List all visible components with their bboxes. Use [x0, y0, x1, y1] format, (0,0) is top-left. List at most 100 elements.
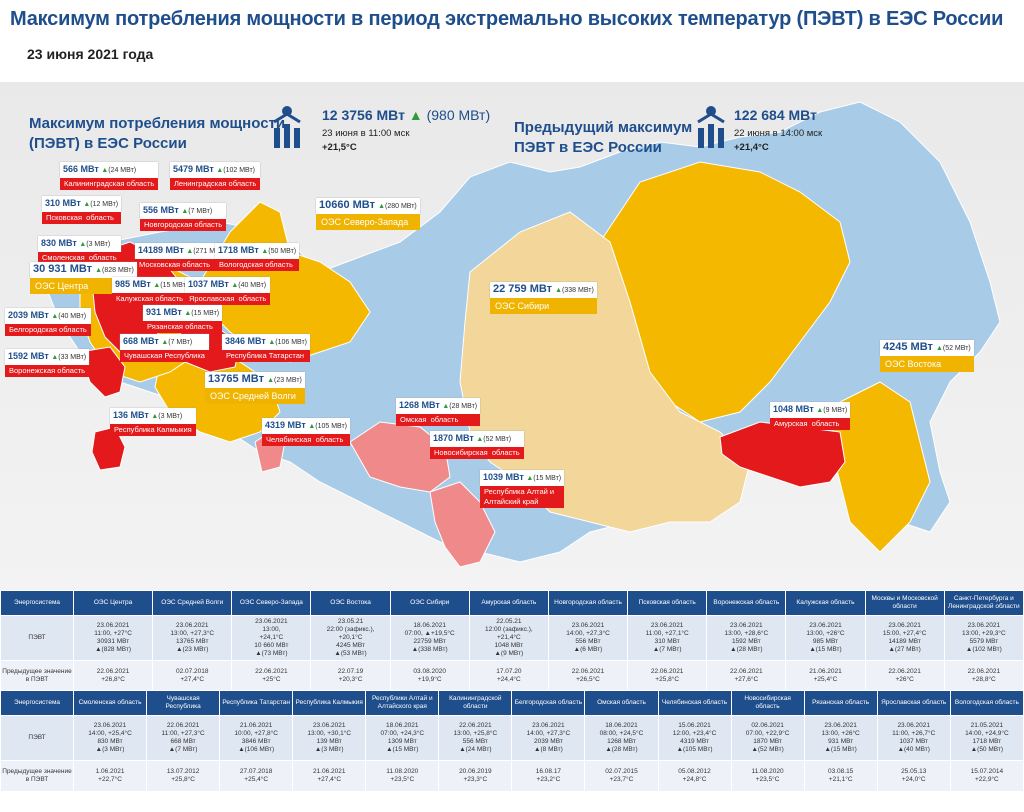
callout-value-line: 1037 МВт ▲(40 МВт) — [185, 277, 271, 293]
callout-value-line: 136 МВт ▲(3 МВт) — [110, 408, 196, 424]
callout-value-line: 668 МВт ▲(7 МВт) — [120, 334, 209, 350]
table-cell: 23.05.21 22:00 (зафикс.), +20,1°C 4245 М… — [310, 615, 391, 661]
callout-increase: (52 МВт) — [942, 345, 971, 352]
table-cell: 18.06.2021 07:00, ▲+19,5°C 22759 МВт ▲(3… — [389, 615, 470, 661]
callout-value-line: 13765 МВт ▲(23 МВт) — [205, 372, 305, 388]
triangle-up-icon: ▲ — [231, 282, 239, 289]
current-max-value-line: 12 3756 МВт ▲ (980 МВт) — [322, 107, 490, 123]
triangle-up-icon: ▲ — [51, 313, 59, 320]
table-cell: Смоленская область — [72, 690, 148, 716]
power-tower-icon — [273, 106, 301, 148]
callout-value: 1268 МВт — [399, 400, 443, 410]
callout-increase: (33 МВт) — [58, 354, 87, 361]
table-cell: Псковская область — [627, 590, 708, 616]
callout-label: Воронежская область — [5, 365, 90, 377]
table-cell: 22.06.2021 +25°C — [231, 660, 312, 692]
triangle-up-icon: ▲ — [161, 339, 169, 346]
callout-value-line: 985 МВт ▲(15 МВт) — [112, 277, 192, 293]
callout-value-line: 4245 МВт ▲(52 МВт) — [880, 340, 974, 356]
callout-increase: (102 МВт) — [223, 167, 256, 174]
callout-yaroslavl: 1037 МВт ▲(40 МВт) Ярославская область — [185, 277, 271, 305]
callout-value: 931 МВт — [146, 307, 185, 317]
callout-value-line: 2039 МВт ▲(40 МВт) — [5, 308, 91, 324]
callout-chelyabinsk: 4319 МВт ▲(105 МВт) Челябинская область — [262, 418, 351, 446]
callout-increase: (9 МВт) — [823, 407, 848, 414]
table-cell: 23.06.2021 11:00, +27°C 30931 МВт ▲(828 … — [72, 615, 154, 661]
row-header: Предыдущее значение в ПЭВТ — [0, 660, 74, 692]
callout-label: Новосибирская область — [430, 447, 524, 459]
table-row: Предыдущее значение в ПЭВТ 1.06.2021 +22,… — [0, 760, 1024, 792]
table-row: Энергосистема Смоленская область Чувашская… — [0, 690, 1024, 716]
current-max-heading: Максимум потребления мощности (ПЭВТ) в Е… — [29, 115, 286, 152]
map-region-pink-omsk — [349, 421, 451, 493]
table-cell: ОЭС Северо-Запада — [231, 590, 312, 616]
table-top: Энергосистема ОЭС Центра ОЭС Средней Волги… — [0, 590, 1024, 692]
table-bottom: Энергосистема Смоленская область Чувашская… — [0, 690, 1024, 792]
callout-value-line: 1039 МВт ▲(15 МВт) — [480, 470, 565, 486]
table-cell: 23.06.2021 14:00, +27,3°C 556 МВт ▲(6 МВ… — [547, 615, 629, 661]
table-cell: 23.06.2021 13:00, +27,3°C 13765 МВт ▲(23… — [152, 615, 233, 661]
table-cell: 22.06.2021 +25,8°C — [627, 660, 708, 692]
callout-increase: (280 МВт) — [385, 203, 417, 210]
triangle-up-icon: ▲ — [268, 339, 276, 346]
callout-label: Республика Калмыкия — [110, 424, 196, 436]
callout-belgorod: 2039 МВт ▲(40 МВт) Белгородская область — [5, 308, 91, 336]
table-cell: Чувашская Республика — [146, 690, 221, 716]
table-cell: 27.07.2018 +25,4°C — [219, 760, 294, 792]
table-cell: 23.06.2021 13:00, +26°C 985 МВт ▲(15 МВт… — [785, 615, 866, 661]
row-header: Энергосистема — [0, 690, 74, 716]
table-cell: 16.08.17 +23,2°C — [511, 760, 586, 792]
table-cell: Челябинская область — [657, 690, 732, 716]
table-row: ПЭВТ 23.06.2021 11:00, +27°C 30931 МВт ▲(… — [0, 615, 1024, 661]
table-cell: 11.08.2020 +23,5°C — [730, 760, 805, 792]
table-cell: 1.06.2021 +22,7°C — [72, 760, 148, 792]
callout-altai: 1039 МВт ▲(15 МВт) Республика Алтай и Алт… — [480, 470, 565, 508]
table-cell: 23.06.2021 14:00, +25,4°C 830 МВт ▲(3 МВ… — [72, 715, 148, 761]
callout-label: Псковская область — [42, 212, 122, 224]
callout-pskov: 310 МВт ▲(12 МВт) Псковская область — [42, 196, 122, 224]
callout-increase: (24 МВт) — [108, 167, 137, 174]
callout-amur: 1048 МВт ▲(9 МВт) Амурская область — [770, 402, 851, 430]
callout-value-line: 566 МВт ▲(24 МВт) — [60, 162, 159, 178]
previous-max-temp: +21,4°C — [734, 142, 769, 153]
table-cell: Омская область — [584, 690, 659, 716]
triangle-up-icon: ▲ — [555, 287, 563, 294]
table-cell: Республики Алтай и Алтайского края — [365, 690, 440, 716]
callout-value: 1592 МВт — [8, 351, 52, 361]
callout-kaliningrad: 566 МВт ▲(24 МВт) Калининградская область — [60, 162, 159, 190]
callout-increase: (50 МВт) — [268, 248, 297, 255]
table-cell: ОЭС Средней Волги — [152, 590, 233, 616]
triangle-up-icon: ▲ — [378, 203, 385, 210]
previous-max-heading: Предыдущий максимум ПЭВТ в ЕЭС России — [514, 119, 693, 156]
triangle-up-icon: ▲ — [101, 167, 109, 174]
callout-label: Рязанская область — [143, 321, 223, 333]
callout-value: 22 759 МВт — [493, 283, 556, 295]
table-cell: 17.07.20 +24,4°C — [468, 660, 549, 692]
callout-east: 4245 МВт ▲(52 МВт) ОЭС Востока — [880, 340, 974, 372]
table-cell: 22.06.2021 13:00, +25,8°C 556 МВт ▲(24 М… — [438, 715, 513, 761]
callout-novosibirsk: 1870 МВт ▲(52 МВт) Новосибирская область — [430, 431, 524, 459]
triangle-up-icon: ▲ — [153, 282, 161, 289]
callout-value: 14189 МВт — [138, 245, 187, 255]
current-max-temp: +21,5°C — [322, 142, 357, 153]
callout-increase: (338 МВт) — [562, 287, 594, 294]
table-cell: 22.06.2021 +28,8°C — [943, 660, 1024, 692]
callout-label: ОЭС Центра — [30, 278, 137, 294]
row-header: Энергосистема — [0, 590, 74, 616]
triangle-up-icon: ▲ — [935, 345, 943, 352]
table-cell: Новгородская область — [547, 590, 629, 616]
current-max-value: 12 3756 МВт — [322, 107, 405, 123]
callout-increase: (7 МВт) — [168, 339, 193, 346]
callout-value: 4319 МВт — [265, 420, 309, 430]
callout-moscow: 14189 МВт ▲(271 МВт) Московская область — [135, 243, 229, 271]
row-header: ПЭВТ — [0, 715, 74, 761]
table-cell: Вологодская область — [949, 690, 1024, 716]
callout-increase: (7 МВт) — [188, 208, 213, 215]
callout-increase: (15 МВт) — [191, 310, 220, 317]
callout-value-line: 22 759 МВт ▲(338 МВт) — [490, 282, 597, 298]
callout-label: Московская область — [135, 259, 229, 271]
callout-label: ОЭС Северо-Запада — [316, 214, 420, 230]
table-cell: Амурская область — [468, 590, 549, 616]
table-row: Предыдущее значение в ПЭВТ 22.06.2021 +26… — [0, 660, 1024, 692]
table-cell: 05.08.2012 +24,8°C — [657, 760, 732, 792]
